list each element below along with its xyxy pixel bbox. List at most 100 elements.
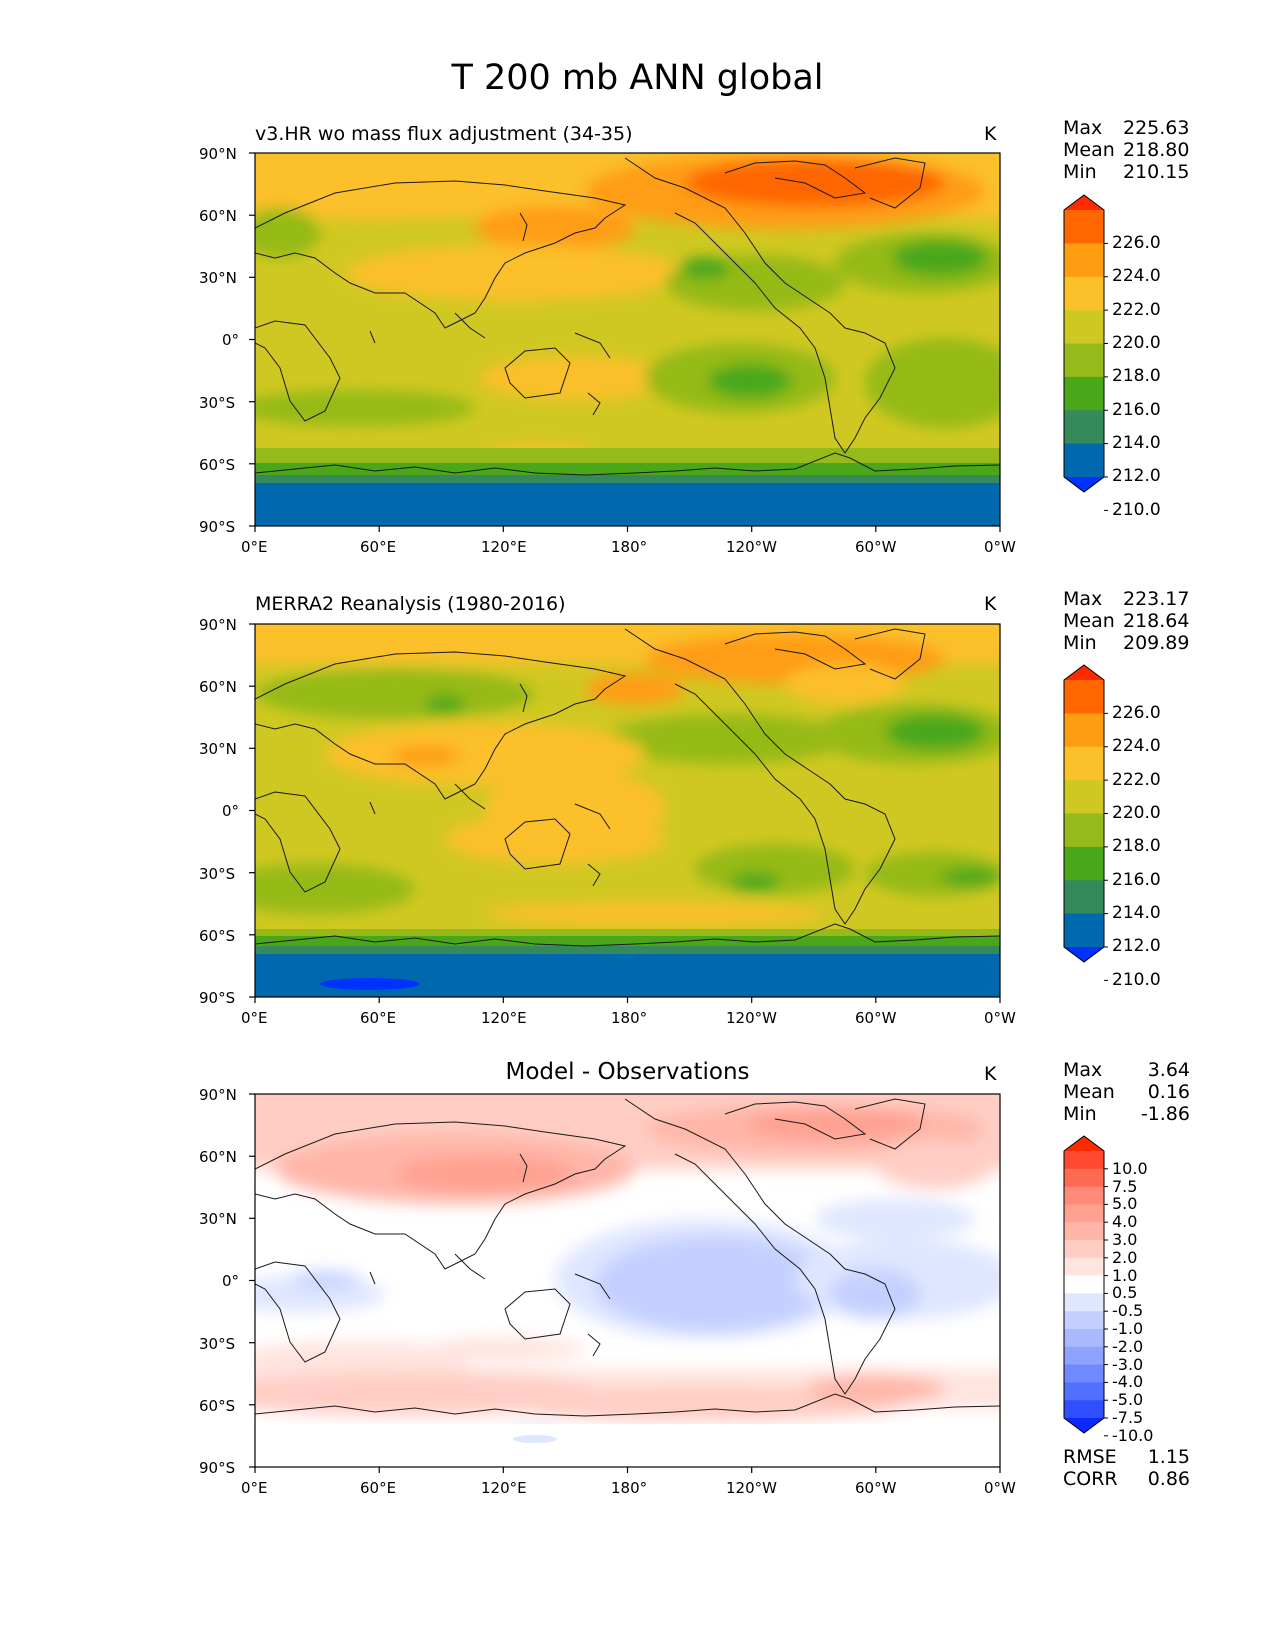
colorbar-segment (1064, 1329, 1104, 1348)
lon-tick: 120°E (481, 1009, 527, 1027)
colorbar-segment (1064, 1400, 1104, 1419)
colorbar-label: -4.0 (1112, 1372, 1144, 1392)
colorbar-label: 222.0 (1112, 769, 1161, 790)
lat-tick: 90°N (199, 616, 237, 634)
colorbar-label: 10.0 (1112, 1158, 1148, 1178)
lon-tick: 60°W (855, 1479, 897, 1497)
lat-tick: 30°S (199, 1335, 236, 1353)
colorbar-segment (1064, 1222, 1104, 1241)
rmse-label: RMSE (1063, 1446, 1117, 1468)
colorbar-extend-min (1064, 947, 1104, 962)
colorbar-segment (1064, 1204, 1104, 1223)
colorbar-label: 218.0 (1112, 366, 1161, 387)
colorbar-label: -7.5 (1112, 1408, 1144, 1428)
colorbar-segment (1064, 746, 1104, 781)
colorbar-segment (1064, 443, 1104, 478)
colorbar-label: 214.0 (1112, 433, 1161, 454)
colorbar-label: 220.0 (1112, 332, 1161, 353)
colorbar-segment (1064, 1151, 1104, 1170)
panel-1-max-label: Max (1063, 117, 1103, 139)
lon-tick: 120°E (481, 1479, 527, 1497)
lat-tick: 0° (222, 1272, 240, 1290)
colorbar-segment (1064, 410, 1104, 445)
panel-2-max-value: 223.17 (1123, 588, 1190, 610)
colorbar-label: 4.0 (1112, 1212, 1138, 1232)
panel-2-mean-value: 218.64 (1123, 610, 1190, 632)
figure-title: T 200 mb ANN global (451, 58, 824, 98)
panel-3-title: Model - Observations (505, 1059, 750, 1085)
colorbar-label: 0.5 (1112, 1283, 1138, 1303)
lon-tick: 60°E (360, 538, 397, 556)
panel-1-mean-value: 218.80 (1123, 139, 1190, 161)
colorbar-segment (1064, 1382, 1104, 1401)
colorbar-segment (1064, 243, 1104, 278)
panel-3-min-value: -1.86 (1140, 1103, 1190, 1125)
colorbar-label: 5.0 (1112, 1194, 1138, 1214)
lon-tick: 60°W (855, 538, 897, 556)
lon-tick: 120°E (481, 538, 527, 556)
colorbar-label: 210.0 (1112, 499, 1161, 520)
panel-1-min-value: 210.15 (1123, 161, 1190, 183)
panel-3-mean-label: Mean (1063, 1081, 1115, 1103)
lat-tick: 60°N (199, 1148, 237, 1166)
colorbar-label: 210.0 (1112, 969, 1161, 990)
colorbar-segment (1064, 1168, 1104, 1188)
colorbar-label: 1.0 (1112, 1265, 1138, 1285)
lat-tick: 60°S (199, 456, 236, 474)
colorbar-label: 216.0 (1112, 869, 1161, 890)
lat-tick: 30°S (199, 865, 236, 883)
colorbar-label: -5.0 (1112, 1390, 1144, 1410)
colorbar-label: 218.0 (1112, 836, 1161, 857)
colorbar-label: 212.0 (1112, 936, 1161, 957)
lon-tick: 180° (611, 1009, 648, 1027)
panel-1-units: K (984, 123, 997, 145)
lon-tick: 60°W (855, 1009, 897, 1027)
colorbar-segment (1064, 713, 1104, 748)
colorbar-extend-max (1064, 195, 1104, 210)
colorbar-segment (1064, 210, 1104, 244)
lat-tick: 0° (222, 331, 240, 349)
panel-2-max-label: Max (1063, 588, 1103, 610)
colorbar-segment (1064, 880, 1104, 915)
colorbar-segment (1064, 1275, 1104, 1294)
colorbar-segment (1064, 680, 1104, 714)
lat-tick: 60°S (199, 1397, 236, 1415)
panel-3-colorbar (1063, 1135, 1108, 1437)
lon-tick: 120°W (726, 538, 777, 556)
lat-tick: 90°S (199, 1459, 236, 1477)
panel-2-colorbar (1063, 664, 1108, 981)
lon-tick: 0°E (241, 538, 268, 556)
colorbar-label: 222.0 (1112, 299, 1161, 320)
lat-tick: 60°N (199, 678, 237, 696)
colorbar-label: 3.0 (1112, 1230, 1138, 1250)
lat-tick: 90°N (199, 145, 237, 163)
lon-tick: 180° (611, 1479, 648, 1497)
colorbar-label: 216.0 (1112, 399, 1161, 420)
panel-3-units: K (984, 1063, 997, 1085)
lon-tick: 120°W (726, 1009, 777, 1027)
colorbar-label: 212.0 (1112, 466, 1161, 487)
panel-3-max-value: 3.64 (1147, 1059, 1190, 1081)
panel-3-max-label: Max (1063, 1059, 1103, 1081)
panel-2-map (249, 623, 1001, 1003)
panel-1-min-label: Min (1063, 161, 1097, 183)
colorbar-segment (1064, 1257, 1104, 1277)
lat-tick: 30°S (199, 394, 236, 412)
panel-1-max-value: 225.63 (1123, 117, 1190, 139)
colorbar-label: 220.0 (1112, 802, 1161, 823)
lon-tick: 0°W (984, 1009, 1016, 1027)
corr-value: 0.86 (1147, 1468, 1190, 1490)
colorbar-segment (1064, 343, 1104, 378)
panel-3-map (249, 1093, 1001, 1473)
colorbar-segment (1064, 1346, 1104, 1366)
colorbar-label: 224.0 (1112, 736, 1161, 757)
colorbar-extend-max (1064, 665, 1104, 680)
lat-tick: 60°N (199, 207, 237, 225)
lon-tick: 60°E (360, 1479, 397, 1497)
panel-2-min-label: Min (1063, 632, 1097, 654)
lat-tick: 90°S (199, 518, 236, 536)
panel-1-colorbar (1063, 194, 1108, 511)
colorbar-segment (1064, 1186, 1104, 1205)
corr-label: CORR (1063, 1468, 1118, 1490)
lat-tick: 30°N (199, 740, 237, 758)
